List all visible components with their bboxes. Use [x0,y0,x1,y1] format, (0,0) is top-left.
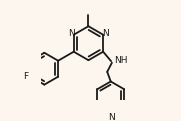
Text: NH: NH [114,56,127,65]
Text: N: N [102,29,109,38]
Text: N: N [108,113,115,121]
Text: N: N [68,29,75,38]
Text: F: F [24,72,29,81]
